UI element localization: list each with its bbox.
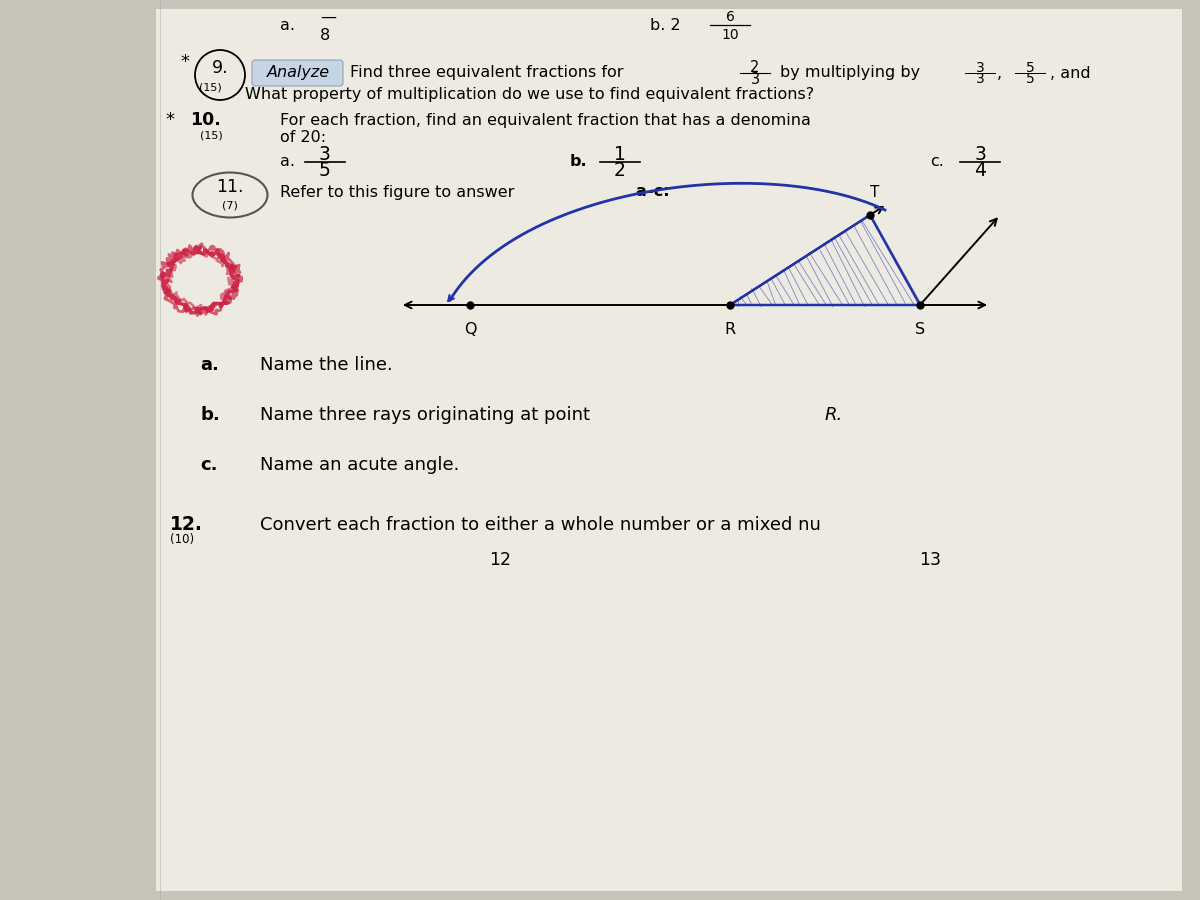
Text: 3: 3 bbox=[319, 146, 331, 165]
Text: 12: 12 bbox=[490, 551, 511, 569]
Text: *: * bbox=[166, 111, 174, 129]
Text: 5: 5 bbox=[319, 160, 331, 179]
Text: 8: 8 bbox=[320, 28, 330, 42]
Text: a–c:: a–c: bbox=[635, 184, 670, 200]
Text: What property of multiplication do we use to find equivalent fractions?: What property of multiplication do we us… bbox=[245, 87, 814, 103]
Text: , and: , and bbox=[1050, 66, 1091, 80]
Text: 10: 10 bbox=[721, 28, 739, 42]
Text: T: T bbox=[870, 185, 880, 200]
Text: 2: 2 bbox=[750, 60, 760, 76]
Text: c.: c. bbox=[930, 155, 944, 169]
Text: Name an acute angle.: Name an acute angle. bbox=[260, 456, 460, 474]
Text: 1: 1 bbox=[614, 146, 626, 165]
Text: 3: 3 bbox=[974, 146, 986, 165]
Text: S: S bbox=[914, 322, 925, 337]
Text: *: * bbox=[180, 53, 190, 71]
Text: a.: a. bbox=[200, 356, 218, 374]
Text: Analyze: Analyze bbox=[266, 66, 330, 80]
Text: 13: 13 bbox=[919, 551, 941, 569]
Text: c.: c. bbox=[200, 456, 217, 474]
Text: Find three equivalent fractions for: Find three equivalent fractions for bbox=[350, 66, 624, 80]
FancyBboxPatch shape bbox=[252, 60, 343, 86]
Text: 5: 5 bbox=[1026, 61, 1034, 75]
Text: 9.: 9. bbox=[211, 59, 228, 77]
Text: (15): (15) bbox=[200, 130, 223, 140]
Text: For each fraction, find an equivalent fraction that has a denomina: For each fraction, find an equivalent fr… bbox=[280, 112, 811, 128]
Text: 3: 3 bbox=[976, 72, 984, 86]
Text: 4: 4 bbox=[974, 160, 986, 179]
Text: a.: a. bbox=[280, 155, 295, 169]
Text: Refer to this figure to answer: Refer to this figure to answer bbox=[280, 184, 520, 200]
Text: (10): (10) bbox=[170, 534, 194, 546]
Text: ,: , bbox=[997, 66, 1002, 80]
Text: Convert each fraction to either a whole number or a mixed nu: Convert each fraction to either a whole … bbox=[260, 516, 821, 534]
Text: (7): (7) bbox=[222, 200, 238, 210]
Text: by multiplying by: by multiplying by bbox=[780, 66, 920, 80]
Text: 11.: 11. bbox=[216, 178, 244, 196]
Text: 10.: 10. bbox=[190, 111, 221, 129]
Text: 6: 6 bbox=[726, 10, 734, 24]
Text: 3: 3 bbox=[750, 71, 760, 86]
Text: of 20:: of 20: bbox=[280, 130, 326, 146]
Text: (15): (15) bbox=[199, 83, 221, 93]
Text: 2: 2 bbox=[614, 160, 626, 179]
Text: 5: 5 bbox=[1026, 72, 1034, 86]
Text: a.: a. bbox=[280, 17, 295, 32]
Text: 3: 3 bbox=[976, 61, 984, 75]
Text: R.: R. bbox=[826, 406, 844, 424]
Text: Q: Q bbox=[463, 322, 476, 337]
Text: R: R bbox=[725, 322, 736, 337]
Text: Name three rays originating at point: Name three rays originating at point bbox=[260, 406, 595, 424]
Text: b.: b. bbox=[200, 406, 220, 424]
Text: b. 2: b. 2 bbox=[650, 17, 680, 32]
Text: b.: b. bbox=[570, 155, 588, 169]
Text: —: — bbox=[320, 10, 336, 24]
Text: 12.: 12. bbox=[170, 516, 203, 535]
Text: Name the line.: Name the line. bbox=[260, 356, 392, 374]
